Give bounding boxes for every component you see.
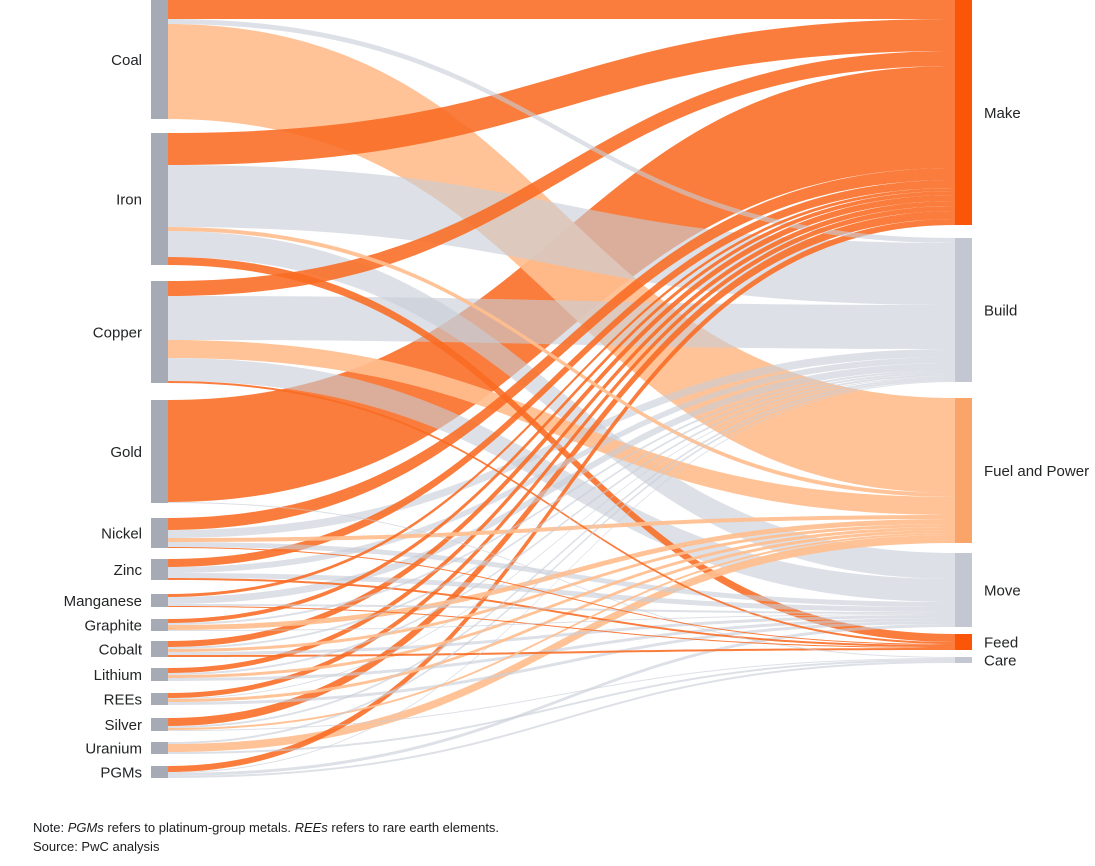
flow-gold-care <box>168 502 955 658</box>
node-feed <box>955 634 972 650</box>
flow-zinc-move <box>168 573 955 612</box>
flow-copper-feed <box>168 381 955 644</box>
note-text-2: refers to rare earth elements. <box>327 820 500 835</box>
node-build <box>955 238 972 382</box>
node-uranium <box>151 742 168 754</box>
sankey-diagram: Coal Iron Copper Gold Nickel Zinc Manganese Gra… <box>64 0 1089 781</box>
node-graphite <box>151 619 168 631</box>
note-line: Note: PGMs refers to platinum-group meta… <box>33 818 499 837</box>
flow-nickel-fuel-and-power <box>168 515 955 542</box>
flow-silver-fuel-and-power <box>168 533 955 730</box>
flow-nickel-feed <box>168 547 955 645</box>
label-iron: Iron <box>116 191 142 208</box>
flow-graphite-make <box>168 191 955 623</box>
flow-pgms-move <box>168 624 955 776</box>
flow-graphite-build <box>168 370 955 625</box>
flow-zinc-feed <box>168 578 955 647</box>
node-silver <box>151 718 168 731</box>
label-graphite: Graphite <box>84 617 142 634</box>
flow-lithium-make <box>168 201 955 673</box>
label-manganese: Manganese <box>64 593 142 610</box>
label-gold: Gold <box>110 444 142 461</box>
node-fuel-and-power <box>955 398 972 543</box>
node-iron <box>151 133 168 265</box>
node-gold <box>151 400 168 503</box>
node-make <box>955 0 972 225</box>
note-italic-rees: REEs <box>294 820 328 835</box>
footnote: Note: PGMs refers to platinum-group meta… <box>33 818 499 856</box>
note-text-1: refers to platinum-group metals. <box>103 820 295 835</box>
label-build: Build <box>984 302 1017 319</box>
node-nickel <box>151 518 168 548</box>
label-zinc: Zinc <box>114 562 143 579</box>
node-move <box>955 553 972 627</box>
label-cobalt: Cobalt <box>99 641 143 658</box>
flow-nickel-make <box>168 168 955 530</box>
flow-lithium-build <box>168 374 955 675</box>
flow-lithium-fuel-and-power <box>168 527 955 678</box>
flow-manganese-move <box>168 604 955 614</box>
label-coal: Coal <box>111 52 142 69</box>
flow-silver-make <box>168 211 955 726</box>
node-lithium <box>151 668 168 681</box>
flow-pgms-make <box>168 219 955 772</box>
flow-nickel-build <box>168 349 955 538</box>
flow-uranium-care <box>168 659 955 754</box>
flow-cobalt-move <box>168 615 955 655</box>
label-lithium: Lithium <box>94 667 142 684</box>
flow-rees-make <box>168 206 955 698</box>
label-copper: Copper <box>93 324 142 341</box>
flow-rees-fuel-and-power <box>168 530 955 702</box>
flow-zinc-make <box>168 180 955 567</box>
flow-uranium-fuel-and-power <box>168 535 955 752</box>
label-silver: Silver <box>104 717 142 734</box>
label-uranium: Uranium <box>85 740 142 757</box>
flow-copper-make <box>168 51 955 296</box>
flow-rees-move <box>168 621 955 705</box>
flow-graphite-move <box>168 614 955 631</box>
node-pgms <box>151 766 168 778</box>
source-line: Source: PwC analysis <box>33 839 160 854</box>
flow-iron-make <box>168 19 955 165</box>
flow-zinc-build <box>168 357 955 573</box>
node-care <box>955 657 972 663</box>
label-fuel-and-power: Fuel and Power <box>984 463 1089 480</box>
node-rees <box>151 693 168 705</box>
node-zinc <box>151 559 168 580</box>
flow-cobalt-build <box>168 372 955 649</box>
flow-lithium-move <box>168 618 955 681</box>
flow-cobalt-fuel-and-power <box>168 524 955 652</box>
flow-silver-build <box>168 377 955 728</box>
flow-pgms-build <box>168 381 955 773</box>
flow-manganese-build <box>168 363 955 604</box>
flow-silver-care <box>168 658 955 731</box>
flow-manganese-feed <box>168 606 955 648</box>
flow-pgms-care <box>168 661 955 778</box>
note-prefix: Note: <box>33 820 68 835</box>
flow-graphite-fuel-and-power <box>168 519 955 630</box>
label-feed: Feed <box>984 634 1018 651</box>
flow-manganese-make <box>168 188 955 597</box>
label-move: Move <box>984 582 1021 599</box>
label-nickel: Nickel <box>101 525 142 542</box>
label-pgms: PGMs <box>100 764 142 781</box>
note-italic-pgms: PGMs <box>67 820 104 835</box>
flow-coal-build <box>168 19 955 243</box>
flow-coal-make <box>168 0 955 19</box>
flow-rees-build <box>168 376 955 699</box>
flow-uranium-build <box>168 379 955 744</box>
node-copper <box>151 281 168 383</box>
flow-copper-build <box>168 296 955 349</box>
node-cobalt <box>151 641 168 657</box>
flow-iron-fuel-and-power <box>168 227 955 497</box>
node-manganese <box>151 594 168 607</box>
label-make: Make <box>984 105 1021 122</box>
label-rees: REEs <box>104 691 142 708</box>
label-care: Care <box>984 652 1017 669</box>
node-coal <box>151 0 168 119</box>
flow-cobalt-make <box>168 195 955 647</box>
flow-cobalt-feed <box>168 648 955 657</box>
flow-copper-fuel-and-power <box>168 340 955 515</box>
